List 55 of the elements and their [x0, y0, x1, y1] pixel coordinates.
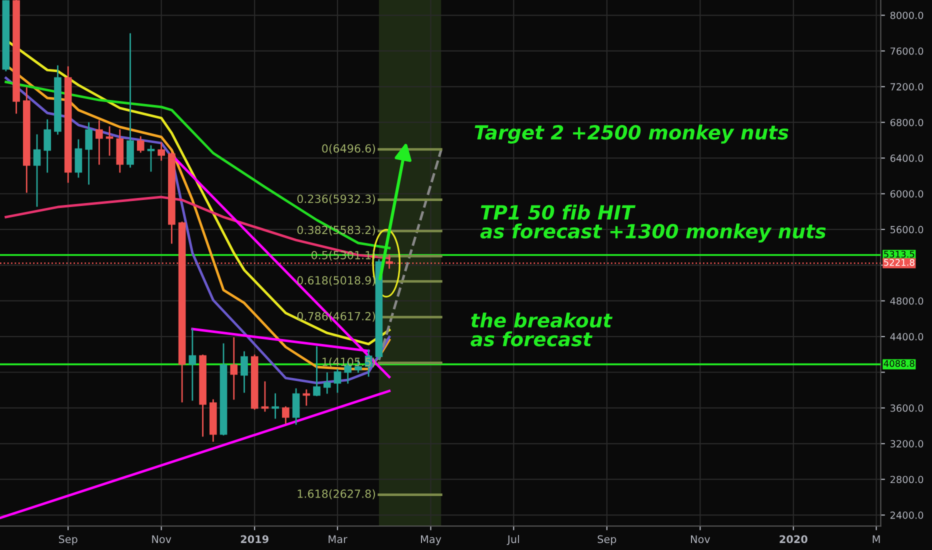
- candlestick: [240, 351, 248, 393]
- y-tick-label: 4400.0: [890, 333, 924, 340]
- x-tick-label: 2019: [240, 535, 268, 544]
- candlestick: [282, 406, 290, 424]
- candlestick: [44, 119, 52, 173]
- candlestick: [292, 388, 300, 425]
- y-tick-label: 3200.0: [890, 440, 924, 448]
- line-series: [4, 196, 391, 260]
- y-tick-label: 6000.0: [890, 190, 924, 198]
- x-tick-label: Nov: [152, 535, 172, 544]
- candlestick: [147, 145, 155, 172]
- candlestick: [261, 381, 269, 412]
- x-tick-label: Sep: [598, 535, 616, 546]
- annotation: 1.618(2627.8): [298, 489, 376, 500]
- x-tick-label: Mar: [328, 535, 348, 544]
- y-tick-label: 8000.0: [890, 12, 924, 20]
- x-tick-label: Jul: [506, 535, 519, 546]
- y-tick-label: 6400.0: [890, 154, 924, 162]
- y-tick-label: 2400.0: [890, 512, 924, 519]
- y-tick-label: 4800.0: [890, 297, 924, 305]
- ref-line-label: 5221.8: [884, 258, 914, 266]
- line-series: [4, 80, 391, 250]
- x-tick-label: Nov: [691, 535, 710, 544]
- candlestick: [302, 389, 310, 406]
- candlestick: [33, 134, 41, 207]
- candlestick: [323, 372, 331, 394]
- candlestick: [126, 33, 134, 168]
- ref-line-label: 5313.5: [884, 250, 914, 258]
- x-tick-label: May: [421, 535, 442, 546]
- ref-line-label: 4088.8: [884, 360, 914, 367]
- candlestick: [136, 136, 144, 153]
- y-tick-label: 3600.0: [890, 404, 924, 412]
- candlestick: [106, 126, 114, 156]
- y-tick-label: 6800.0: [890, 118, 924, 126]
- candlestick: [158, 142, 165, 161]
- candlestick: [74, 139, 82, 178]
- x-tick-label: M: [872, 535, 880, 543]
- annotation: the breakout as forecast: [470, 312, 613, 346]
- y-tick-label: 2800.0: [890, 476, 924, 484]
- y-tick-label: 7200.0: [890, 83, 924, 90]
- annotation: TP1 50 fib HIT as forecast +1300 monkey nuts: [480, 204, 826, 242]
- annotation: Target 2 +2500 monkey nuts: [474, 124, 788, 144]
- candlestick: [334, 368, 342, 393]
- candlestick: [313, 346, 320, 396]
- candlestick: [96, 120, 103, 165]
- x-tick-label: 2020: [780, 535, 808, 544]
- candlestick: [230, 337, 238, 400]
- annotation: 0.236(5932.3): [297, 194, 376, 204]
- x-tick-label: Sep: [58, 535, 78, 546]
- candlestick: [188, 328, 196, 401]
- annotation: 0(6496.6): [322, 144, 376, 154]
- candlestick: [272, 393, 279, 419]
- candlestick: [85, 122, 92, 185]
- y-tick-label: 5600.0: [890, 226, 924, 234]
- y-tick-label: 7600.0: [890, 47, 924, 55]
